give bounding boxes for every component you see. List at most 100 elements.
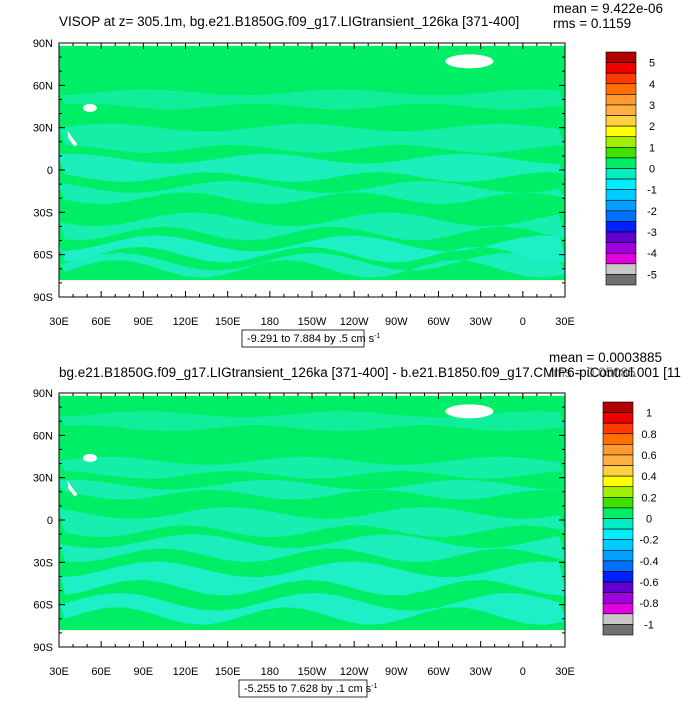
colorbar-label: 0.4 xyxy=(641,471,656,483)
negative-contour-band xyxy=(59,411,565,432)
lon-tick-label: 180 xyxy=(261,666,279,678)
colorbar-label: 0.6 xyxy=(641,450,656,462)
colorbar-swatch xyxy=(605,115,637,127)
lon-tick-label: 120W xyxy=(340,316,369,328)
lon-tick-label: 150E xyxy=(215,666,241,678)
colorbar-swatch xyxy=(602,549,634,562)
range-label: -9.291 to 7.884 by .5 cm s-1 xyxy=(247,333,381,345)
lat-tick-label: 60S xyxy=(33,250,53,262)
panel-title: bg.e21.B1850G.f09_g17.LIGtransient_126ka… xyxy=(59,365,681,380)
lon-tick-label: 60W xyxy=(427,666,450,678)
lat-tick-label: 90N xyxy=(33,38,53,50)
colorbar-swatch xyxy=(605,221,637,233)
negative-contour-band xyxy=(59,534,565,563)
range-box xyxy=(238,679,368,698)
colorbar-swatch xyxy=(602,401,634,413)
colorbar-label: 1 xyxy=(649,142,655,154)
lon-tick-label: 0 xyxy=(520,666,526,678)
greenland-land xyxy=(445,404,494,419)
greenland-land xyxy=(445,54,494,69)
colorbar-swatch xyxy=(602,581,634,593)
colorbar-label: 5 xyxy=(649,58,655,70)
colorbar-label: 0.8 xyxy=(641,429,656,441)
lon-tick-label: 90E xyxy=(134,316,154,328)
lat-tick-label: 0 xyxy=(47,515,53,527)
colorbar-swatch xyxy=(605,125,637,138)
lat-axis: 90N 60N 30N 0 30S 60S 90S xyxy=(33,388,565,654)
colorbar-swatch xyxy=(605,231,637,243)
panel-title: VISOP at z= 305.1m, bg.e21.B1850G.f09_g1… xyxy=(59,14,519,29)
negative-contour-band xyxy=(59,212,565,241)
colorbar-swatch xyxy=(602,528,634,540)
map-area xyxy=(58,42,566,298)
lon-tick-label: 0 xyxy=(520,316,526,328)
lon-tick-label: 90E xyxy=(134,666,154,678)
colorbar-label: 0.2 xyxy=(641,492,656,504)
lon-tick-label: 150W xyxy=(298,316,327,328)
colorbar-swatch xyxy=(602,444,634,456)
colorbar-label: 4 xyxy=(649,79,655,91)
ocean-field xyxy=(59,395,565,631)
colorbar-label: -0.2 xyxy=(640,535,659,547)
lon-tick-label: 150E xyxy=(215,316,241,328)
lon-tick-label: 30E xyxy=(555,316,575,328)
panel-bottom: bg.e21.B1850G.f09_g17.LIGtransient_126ka… xyxy=(33,350,681,698)
negative-contour-band xyxy=(59,507,565,538)
colorbar-label: -0.4 xyxy=(640,556,659,568)
lat-tick-label: 30S xyxy=(33,557,53,569)
lat-tick-label: 60S xyxy=(33,600,53,612)
colorbar-swatch xyxy=(605,189,637,201)
colorbar-swatch xyxy=(602,465,634,477)
colorbar-swatch xyxy=(602,497,634,509)
caspian-land xyxy=(82,103,97,112)
caspian-land xyxy=(82,453,97,462)
colorbar-label: 2 xyxy=(649,121,655,133)
colorbar-swatch xyxy=(605,83,637,95)
colorbar-swatch xyxy=(602,518,634,530)
colorbar-swatch xyxy=(602,433,634,445)
lon-tick-label: 30E xyxy=(49,666,69,678)
colorbar-label: 3 xyxy=(649,100,655,112)
lat-tick-label: 30N xyxy=(33,123,53,135)
colorbar-swatch xyxy=(605,157,637,169)
lon-tick-label: 60E xyxy=(91,666,111,678)
lon-tick-label: 30E xyxy=(555,666,575,678)
negative-contour-band xyxy=(59,123,565,153)
map-area xyxy=(58,392,566,648)
colorbar-label: 0 xyxy=(646,514,652,526)
lat-axis: 90N 60N 30N 0 30S 60S 90S xyxy=(33,38,565,304)
colorbar-swatch xyxy=(605,147,637,159)
colorbar-swatch xyxy=(605,252,637,265)
colorbar-swatch xyxy=(602,602,634,615)
negative-contour-band xyxy=(59,252,565,278)
lat-tick-label: 30N xyxy=(33,473,53,485)
lon-tick-label: 120W xyxy=(340,666,369,678)
colorbar-swatch xyxy=(602,571,634,583)
red-sea-land xyxy=(67,480,78,497)
colorbar-swatch xyxy=(605,136,637,148)
colorbar-swatch xyxy=(605,104,637,116)
colorbar-swatch xyxy=(605,242,637,254)
lon-axis: 30E 60E 90E 120E 150E 180 150W 120W 90W 60W 30W 0 30… xyxy=(49,393,575,678)
colorbar-swatch xyxy=(602,613,634,625)
colorbar-swatch xyxy=(605,210,637,222)
lat-tick-label: 0 xyxy=(47,165,53,177)
rms-stat: rms = 0.05085 xyxy=(549,365,636,380)
colorbar-label: 1 xyxy=(646,408,652,420)
rms-stat: rms = 0.1159 xyxy=(553,16,631,31)
lon-tick-label: 60E xyxy=(91,316,111,328)
colorbar-label: -1 xyxy=(644,619,654,631)
colorbar-swatch xyxy=(602,475,634,488)
colorbar-label: 0 xyxy=(649,164,655,176)
colorbar-swatch xyxy=(602,454,634,466)
colorbar-swatch xyxy=(602,507,634,519)
lat-tick-label: 90S xyxy=(33,292,53,304)
negative-contour-band xyxy=(59,235,565,263)
colorbar-label: -2 xyxy=(647,206,657,218)
colorbar-swatch xyxy=(605,94,637,106)
lon-tick-label: 120E xyxy=(173,666,199,678)
colorbar-swatch xyxy=(602,624,634,636)
colorbar-swatch xyxy=(605,178,637,190)
colorbar-swatch xyxy=(605,168,637,180)
lon-tick-label: 90W xyxy=(385,666,408,678)
